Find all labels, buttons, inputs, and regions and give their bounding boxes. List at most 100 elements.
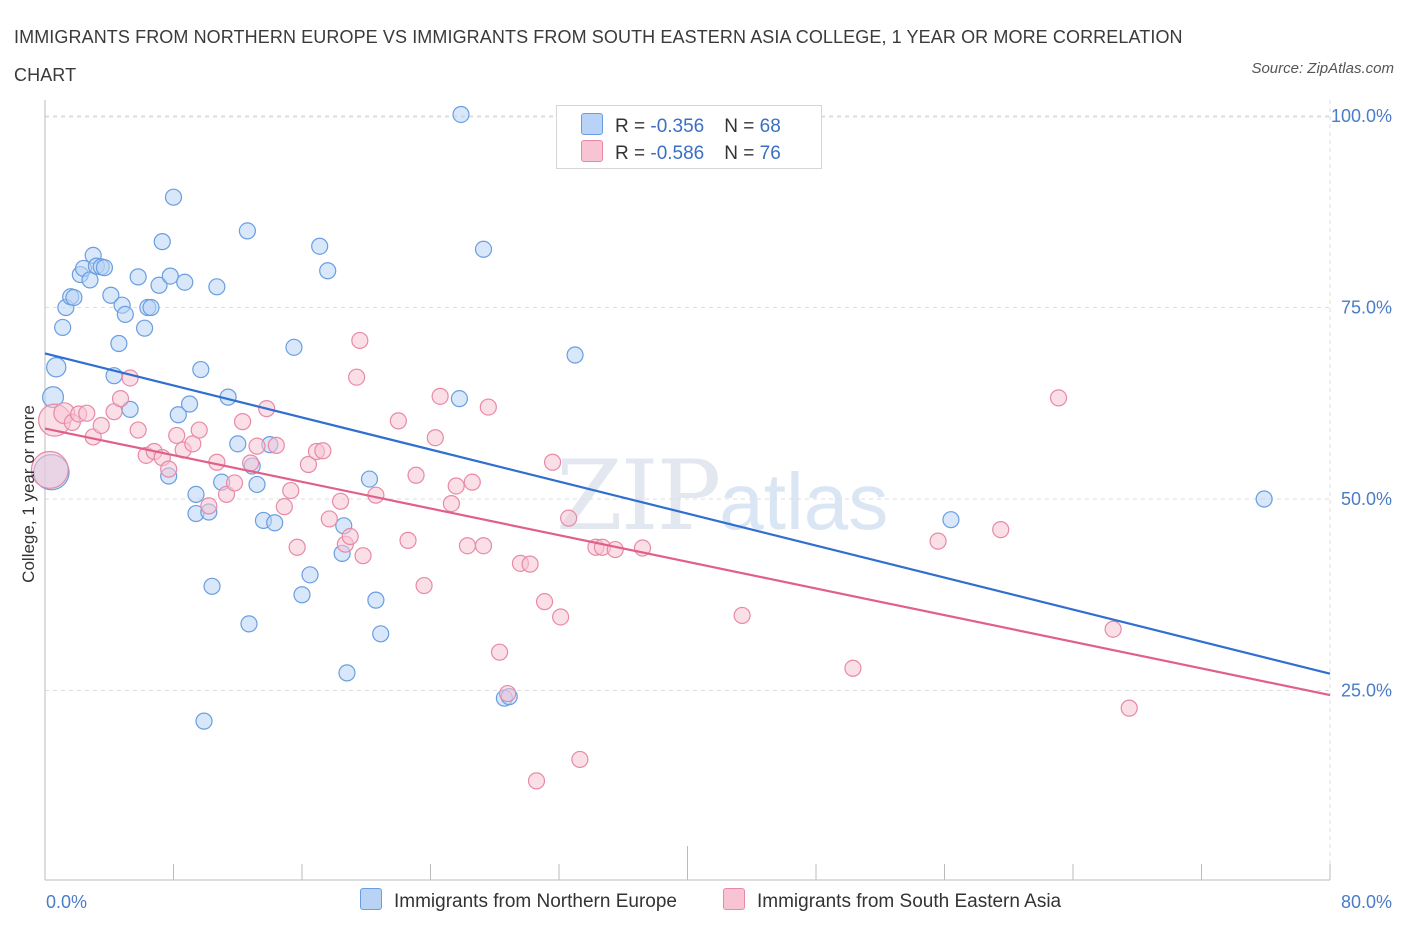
- legend-n-value: 68: [759, 116, 781, 137]
- y-axis-label: College, 1 year or more: [19, 405, 38, 583]
- point-northern-europe: [180, 395, 199, 413]
- point-northern-europe: [266, 514, 284, 532]
- point-northern-europe: [360, 470, 379, 488]
- point-south-eastern-asia: [129, 421, 147, 439]
- point-south-eastern-asia: [1104, 620, 1122, 638]
- y-tick-label: 50.0%: [1341, 489, 1392, 509]
- point-south-eastern-asia: [447, 477, 465, 495]
- point-south-eastern-asia: [331, 492, 350, 510]
- point-northern-europe: [46, 357, 67, 378]
- y-tick-label: 25.0%: [1341, 681, 1392, 701]
- point-northern-europe: [285, 338, 303, 356]
- point-south-eastern-asia: [929, 532, 947, 550]
- point-south-eastern-asia: [844, 659, 862, 677]
- point-south-eastern-asia: [341, 527, 359, 546]
- point-south-eastern-asia: [354, 547, 372, 565]
- point-northern-europe: [176, 273, 194, 291]
- point-south-eastern-asia: [184, 435, 202, 453]
- point-northern-europe: [208, 278, 226, 296]
- point-northern-europe: [135, 319, 154, 337]
- point-south-eastern-asia: [571, 750, 589, 769]
- series-south-eastern-asia-points: [30, 331, 1138, 790]
- point-south-eastern-asia: [560, 509, 578, 527]
- point-south-eastern-asia: [111, 390, 130, 408]
- legend-n-label: N =: [724, 143, 760, 164]
- point-south-eastern-asia: [30, 450, 69, 489]
- point-south-eastern-asia: [168, 426, 186, 445]
- tick-labels: 25.0% 50.0% 75.0% 100.0% 0.0% 80.0%: [46, 106, 1392, 912]
- point-northern-europe: [65, 288, 83, 307]
- point-south-eastern-asia: [299, 455, 318, 474]
- point-south-eastern-asia: [463, 473, 481, 491]
- point-northern-europe: [95, 259, 114, 277]
- point-northern-europe: [942, 511, 960, 529]
- point-south-eastern-asia: [233, 413, 252, 431]
- point-northern-europe: [566, 346, 584, 364]
- point-south-eastern-asia: [248, 437, 266, 455]
- point-south-eastern-asia: [78, 404, 96, 422]
- point-northern-europe: [150, 276, 168, 294]
- legend-r-value: -0.586: [650, 143, 705, 164]
- legend-label: Immigrants from Northern Europe: [394, 891, 677, 912]
- y-tick-label: 100.0%: [1331, 106, 1392, 126]
- point-northern-europe: [164, 188, 183, 206]
- point-northern-europe: [372, 625, 390, 643]
- legend-row-northern-europe: R = -0.356 N = 68: [581, 113, 781, 139]
- legend-label: Immigrants from South Eastern Asia: [757, 891, 1062, 912]
- axes: [44, 100, 1331, 881]
- point-south-eastern-asia: [282, 481, 300, 500]
- y-tick-label: 75.0%: [1341, 298, 1392, 318]
- x-tick-label: 0.0%: [46, 892, 87, 912]
- source-label: Source: ZipAtlas.com: [1251, 60, 1394, 77]
- legend-row-south-eastern-asia: R = -0.586 N = 76: [581, 140, 781, 166]
- legend-r-label: R =: [615, 116, 651, 137]
- watermark: ZIPatlas: [556, 440, 888, 552]
- point-south-eastern-asia: [190, 421, 208, 439]
- legend-r-value: -0.356: [650, 116, 705, 137]
- point-northern-europe: [338, 664, 356, 682]
- legend-item-northern-europe: Immigrants from Northern Europe: [360, 888, 677, 913]
- point-south-eastern-asia: [1120, 699, 1138, 717]
- point-south-eastern-asia: [407, 466, 425, 484]
- point-northern-europe: [54, 318, 72, 337]
- point-south-eastern-asia: [348, 368, 366, 386]
- point-northern-europe: [367, 591, 385, 609]
- legend-n-value: 76: [759, 143, 781, 164]
- point-northern-europe: [1255, 490, 1273, 508]
- point-south-eastern-asia: [458, 537, 477, 555]
- point-south-eastern-asia: [314, 442, 332, 460]
- point-south-eastern-asia: [552, 608, 570, 626]
- chart-title: IMMIGRANTS FROM NORTHERN EUROPE VS IMMIG…: [14, 27, 1183, 85]
- point-south-eastern-asia: [543, 453, 562, 471]
- point-northern-europe: [129, 268, 147, 286]
- point-south-eastern-asia: [399, 531, 417, 549]
- point-south-eastern-asia: [225, 474, 244, 492]
- point-south-eastern-asia: [474, 537, 493, 555]
- point-northern-europe: [195, 712, 213, 730]
- legend-swatch-pink: [581, 140, 603, 162]
- watermark-zip: ZIP: [556, 440, 721, 552]
- point-south-eastern-asia: [606, 540, 624, 559]
- point-northern-europe: [102, 286, 120, 304]
- trend-line-northern-europe: [44, 352, 1331, 675]
- point-south-eastern-asia: [479, 398, 497, 416]
- point-northern-europe: [293, 586, 311, 604]
- point-south-eastern-asia: [499, 684, 517, 703]
- point-northern-europe: [319, 262, 337, 280]
- point-south-eastern-asia: [160, 460, 178, 478]
- x-tick-label: 80.0%: [1341, 892, 1392, 912]
- point-northern-europe: [229, 435, 247, 453]
- point-south-eastern-asia: [992, 521, 1010, 539]
- point-south-eastern-asia: [320, 510, 338, 528]
- correlation-legend: R = -0.356 N = 68 R = -0.586 N = 76: [556, 105, 822, 169]
- point-south-eastern-asia: [431, 387, 449, 405]
- point-northern-europe: [240, 615, 258, 633]
- point-south-eastern-asia: [389, 412, 407, 430]
- point-northern-europe: [116, 305, 134, 323]
- legend-swatch-blue: [581, 113, 603, 135]
- point-northern-europe: [169, 406, 187, 424]
- point-south-eastern-asia: [288, 538, 306, 556]
- point-south-eastern-asia: [415, 576, 433, 595]
- point-northern-europe: [238, 222, 256, 240]
- trend-lines: [44, 352, 1331, 697]
